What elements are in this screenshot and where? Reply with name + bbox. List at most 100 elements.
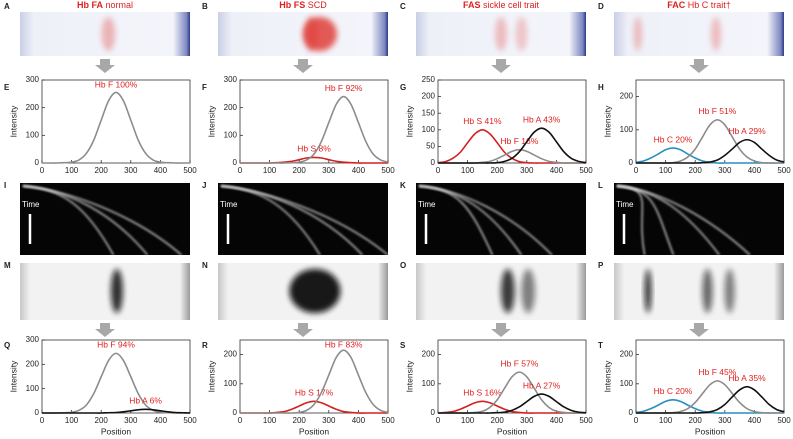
panel-letter: E — [4, 83, 10, 92]
panel-letter: N — [202, 261, 208, 270]
panel-letter: Q — [4, 341, 10, 350]
y-axis-label: Intensity — [8, 360, 18, 392]
curve — [41, 408, 191, 414]
gel-scan-band — [110, 269, 123, 313]
x-tick-label: 400 — [154, 166, 168, 175]
panel-letter: F — [202, 83, 207, 92]
arrow — [689, 59, 709, 73]
x-tick-label: 100 — [659, 416, 673, 425]
y-axis-label: Intensity — [602, 360, 612, 392]
x-tick-label: 200 — [95, 416, 109, 425]
peak-label: Hb F 57% — [501, 358, 539, 368]
peak-label: Hb C 20% — [654, 386, 693, 396]
y-tick-label: 100 — [26, 130, 40, 139]
y-tick-label: 150 — [422, 108, 436, 117]
panel-letter: L — [598, 181, 603, 190]
panel-header: FAC Hb C trait† — [667, 0, 731, 10]
x-tick-label: 100 — [65, 166, 79, 175]
y-tick-label: 50 — [426, 142, 435, 151]
x-tick-label: 500 — [183, 416, 197, 425]
curve — [437, 393, 587, 414]
y-tick-label: 0 — [35, 158, 40, 167]
gel-scan-band — [521, 269, 535, 313]
x-axis-label: Position — [695, 426, 726, 436]
x-tick-label: 400 — [352, 416, 366, 425]
x-tick-label: 100 — [461, 416, 475, 425]
time-label: Time — [22, 200, 40, 209]
plot-frame — [239, 79, 389, 164]
x-tick-label: 0 — [40, 166, 45, 175]
panel-letter: I — [4, 181, 6, 190]
panel-letter: K — [400, 181, 406, 190]
y-axis-label: Intensity — [206, 105, 216, 137]
gel-scan — [20, 263, 190, 320]
y-tick-label: 100 — [422, 125, 436, 134]
x-tick-label: 200 — [95, 166, 109, 175]
x-tick-label: 500 — [579, 166, 593, 175]
y-axis-label: Intensity — [602, 105, 612, 137]
panel-letter: R — [202, 341, 208, 350]
arrow — [491, 323, 511, 337]
y-tick-label: 100 — [26, 384, 40, 393]
y-tick-label: 200 — [26, 103, 40, 112]
y-tick-label: 200 — [620, 350, 634, 359]
header-bold: Hb FA — [77, 0, 103, 10]
x-tick-label: 500 — [381, 166, 395, 175]
gel-band — [495, 17, 507, 51]
x-tick-label: 300 — [520, 166, 534, 175]
peak-label: Hb F 94% — [97, 340, 135, 350]
panel-letter: T — [598, 341, 603, 350]
arrow — [293, 323, 313, 337]
y-tick-label: 0 — [431, 158, 436, 167]
panel-letter: B — [202, 2, 208, 11]
y-axis-label: Intensity — [404, 360, 414, 392]
x-tick-label: 300 — [124, 166, 138, 175]
arrow — [95, 323, 115, 337]
x-tick-label: 200 — [293, 416, 307, 425]
time-label: Time — [616, 200, 634, 209]
curve — [240, 95, 389, 164]
gel-photo — [614, 12, 784, 56]
x-tick-label: 300 — [322, 416, 336, 425]
y-tick-label: 250 — [422, 75, 436, 84]
panel-letter: S — [400, 341, 406, 350]
peak-label: Hb A 29% — [728, 126, 766, 136]
y-tick-label: 100 — [422, 379, 436, 388]
y-tick-label: 200 — [620, 92, 634, 101]
x-axis-label: Position — [299, 426, 330, 436]
peak-label: Hb C 20% — [654, 134, 693, 144]
x-tick-label: 400 — [550, 416, 564, 425]
curve — [636, 138, 785, 164]
arrow — [491, 59, 511, 73]
gel-scan-band — [289, 269, 341, 313]
x-tick-label: 200 — [293, 166, 307, 175]
x-tick-label: 400 — [352, 166, 366, 175]
x-tick-label: 0 — [634, 166, 639, 175]
y-tick-label: 100 — [620, 379, 634, 388]
x-tick-label: 300 — [718, 166, 732, 175]
panel-letter: D — [598, 2, 604, 11]
gel-scan-band — [702, 269, 713, 313]
panel-letter: O — [400, 261, 406, 270]
gel-scan-band — [644, 269, 652, 313]
x-tick-label: 400 — [550, 166, 564, 175]
header-bold: FAC — [667, 0, 686, 10]
plot-frame — [635, 339, 785, 414]
curve — [635, 385, 785, 414]
y-tick-label: 200 — [224, 350, 238, 359]
x-tick-label: 500 — [579, 416, 593, 425]
y-tick-label: 300 — [26, 335, 40, 344]
panel-header: Hb FS SCD — [279, 0, 327, 10]
gel-scan — [416, 263, 586, 320]
kymo-trace — [418, 185, 553, 256]
y-tick-label: 0 — [233, 158, 238, 167]
gel-band — [304, 17, 319, 51]
curve — [42, 91, 190, 164]
kymo-trace — [220, 185, 389, 256]
y-tick-label: 100 — [620, 125, 634, 134]
y-tick-label: 200 — [26, 359, 40, 368]
peak-label: Hb F 45% — [699, 367, 737, 377]
plot-frame — [41, 79, 191, 164]
peak-label: Hb F 16% — [501, 136, 539, 146]
y-axis-label: Intensity — [206, 360, 216, 392]
